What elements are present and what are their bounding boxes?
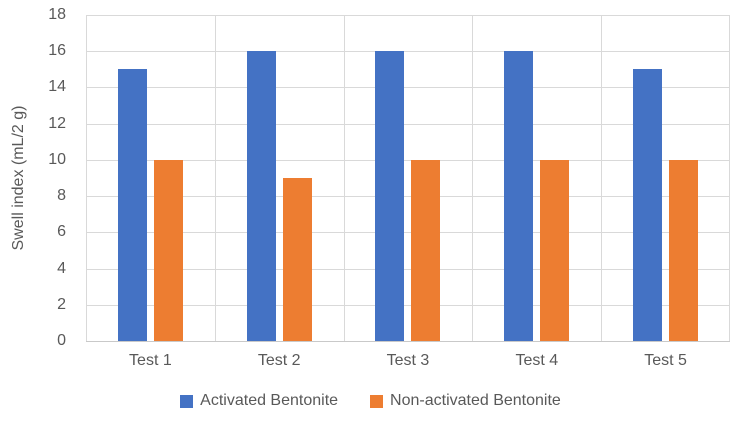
gridline-horizontal-18 [86, 15, 730, 16]
y-tick-label: 10 [48, 150, 66, 168]
category-group-1 [86, 15, 215, 341]
gridline-vertical-4 [601, 15, 602, 341]
legend-label: Non-activated Bentonite [390, 392, 561, 409]
y-tick-label: 8 [57, 187, 66, 205]
gridline-vertical-2 [344, 15, 345, 341]
gridline-horizontal-4 [86, 268, 730, 270]
gridline-vertical-0 [86, 15, 87, 341]
bar-non-activated-bentonite-test-2 [282, 178, 312, 341]
y-tick-label: 18 [48, 6, 66, 23]
gridline-vertical-1 [215, 15, 216, 341]
bar-non-activated-bentonite-test-1 [153, 159, 183, 341]
category-group-4 [472, 15, 601, 341]
x-axis-label-1: Test 1 [129, 352, 172, 369]
gridline-horizontal-14 [86, 87, 730, 89]
y-tick-label: 16 [48, 42, 66, 60]
legend-swatch-icon [370, 394, 384, 408]
x-axis-label-4: Test 4 [515, 352, 559, 369]
legend: Activated Bentonite Non-activated Bentoni… [0, 392, 741, 410]
gridline-vertical-3 [472, 15, 473, 341]
bar-activated-bentonite-test-2 [246, 51, 276, 341]
y-tick-label: 12 [48, 114, 66, 132]
bar-non-activated-bentonite-test-3 [411, 159, 441, 341]
gridline-horizontal-16 [86, 51, 730, 53]
bar-activated-bentonite-test-1 [117, 69, 147, 341]
gridline-horizontal-10 [86, 159, 730, 161]
gridline-horizontal-6 [86, 232, 730, 234]
x-axis-label-2: Test 2 [257, 352, 301, 369]
y-axis-ticks: 0 2 4 6 8 10 12 14 16 18 [0, 6, 66, 349]
gridline-vertical-5 [729, 15, 730, 341]
bar-activated-bentonite-test-3 [375, 51, 405, 341]
legend-item-non-activated-bentonite: Non-activated Bentonite [370, 392, 561, 410]
gridline-horizontal-12 [86, 123, 730, 125]
x-axis-labels: Test 1 Test 2 Test 3 Test 4 Test 5 [86, 351, 730, 371]
y-tick-label: 0 [57, 332, 66, 349]
legend-item-activated-bentonite: Activated Bentonite [180, 392, 338, 410]
x-axis-label-5: Test 5 [644, 352, 687, 369]
y-tick-label: 2 [57, 295, 66, 313]
gridline-horizontal-2 [86, 304, 730, 306]
y-tick-label: 4 [57, 259, 66, 277]
plot-area [86, 15, 730, 342]
bar-non-activated-bentonite-test-5 [669, 159, 699, 341]
category-group-5 [601, 15, 730, 341]
legend-swatch-icon [180, 394, 194, 408]
x-axis-label-3: Test 3 [386, 352, 430, 369]
y-tick-label: 14 [48, 78, 66, 96]
bar-activated-bentonite-test-5 [633, 69, 663, 341]
category-group-3 [344, 15, 473, 341]
gridline-horizontal-8 [86, 196, 730, 198]
bar-activated-bentonite-test-4 [504, 51, 534, 341]
category-group-2 [215, 15, 344, 341]
y-tick-label: 6 [57, 223, 66, 241]
legend-label: Activated Bentonite [200, 392, 339, 409]
bar-non-activated-bentonite-test-4 [540, 159, 570, 341]
